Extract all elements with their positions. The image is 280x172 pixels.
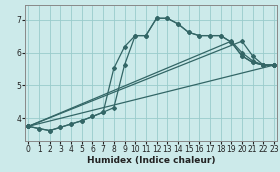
X-axis label: Humidex (Indice chaleur): Humidex (Indice chaleur) — [87, 156, 215, 165]
